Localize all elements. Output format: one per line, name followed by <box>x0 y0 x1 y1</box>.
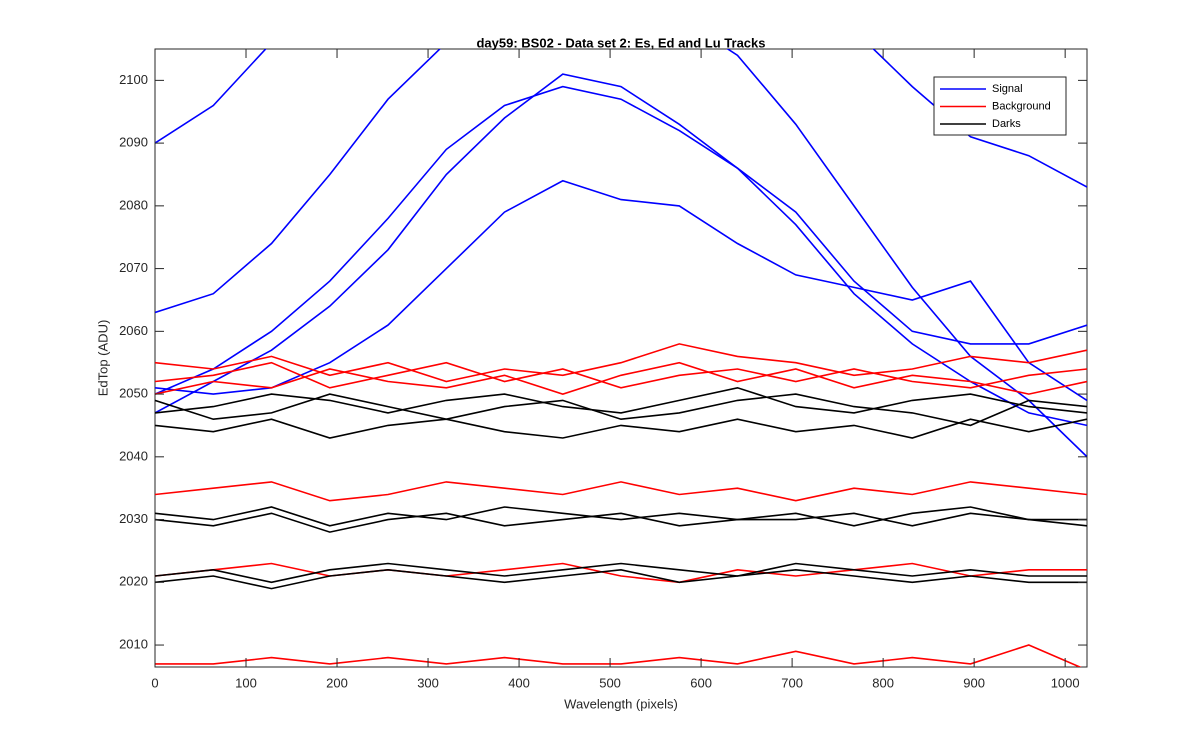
y-tick-label: 2020 <box>119 574 148 589</box>
y-tick-label: 2070 <box>119 260 148 275</box>
x-tick-label: 100 <box>235 675 257 690</box>
y-tick-label: 2080 <box>119 197 148 212</box>
y-tick-label: 2030 <box>119 511 148 526</box>
signal-track <box>155 644 1082 667</box>
signal-track <box>155 85 1087 395</box>
signal-track <box>155 418 1087 439</box>
x-axis-label: Wavelength (pixels) <box>564 696 678 711</box>
x-tick-label: 500 <box>599 675 621 690</box>
signal-track <box>155 506 1087 527</box>
x-tick-label: 700 <box>781 675 803 690</box>
signal-track <box>155 49 1087 458</box>
x-tick-label: 1000 <box>1051 675 1080 690</box>
signal-track <box>155 73 1087 427</box>
signal-track <box>155 343 1087 383</box>
y-tick-label: 2040 <box>119 448 148 463</box>
x-tick-label: 800 <box>872 675 894 690</box>
x-tick-label: 900 <box>963 675 985 690</box>
y-tick-label: 2090 <box>119 135 148 150</box>
y-tick-label: 2010 <box>119 636 148 651</box>
signal-track <box>155 512 1087 533</box>
signal-track <box>155 361 1087 389</box>
signal-track <box>155 386 1087 414</box>
plot-area <box>154 48 1088 668</box>
x-tick-label: 400 <box>508 675 530 690</box>
x-tick-label: 300 <box>417 675 439 690</box>
signal-track <box>155 562 1087 584</box>
signal-track <box>155 179 1087 402</box>
signal-track <box>155 481 1087 502</box>
signal-track <box>155 361 1087 395</box>
y-tick-label: 2100 <box>119 72 148 87</box>
y-tick-label: 2060 <box>119 323 148 338</box>
y-tick-label: 2050 <box>119 386 148 401</box>
signal-track <box>155 393 1087 427</box>
lines <box>155 49 1087 667</box>
x-tick-label: 600 <box>690 675 712 690</box>
legend-label: Signal <box>992 83 1023 95</box>
signal-track <box>155 568 1087 590</box>
x-tick-label: 0 <box>151 675 158 690</box>
legend-label: Background <box>992 100 1051 112</box>
y-axis-label: EdTop (ADU) <box>95 320 110 397</box>
legend-label: Darks <box>992 118 1021 130</box>
chart-title: day59: BS02 - Data set 2: Es, Ed and Lu … <box>476 35 765 50</box>
x-tick-label: 200 <box>326 675 348 690</box>
signal-track <box>155 49 1087 188</box>
signal-track <box>155 562 1087 584</box>
